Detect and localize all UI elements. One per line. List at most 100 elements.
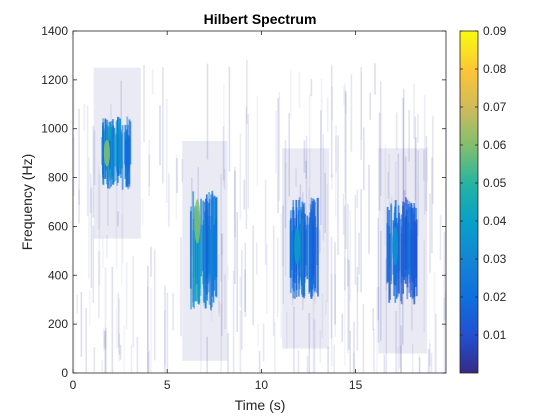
spectrum-noise-streak xyxy=(356,267,359,351)
spectrum-noise-streak xyxy=(344,83,346,193)
spectrum-noise-streak xyxy=(337,135,339,256)
spectrum-noise-streak xyxy=(312,275,315,373)
spectrum-noise-streak xyxy=(227,332,229,373)
energy-cluster-peak xyxy=(103,139,110,167)
spectrum-noise-streak xyxy=(245,106,248,230)
spectrum-noise-streak xyxy=(107,167,109,227)
spectrum-noise-streak xyxy=(288,112,290,197)
spectrum-noise-streak xyxy=(148,140,151,187)
spectrum-noise-streak xyxy=(92,125,95,218)
spectrum-noise-streak xyxy=(106,235,108,259)
spectrum-noise-streak xyxy=(362,304,365,373)
spectrum-noise-streak xyxy=(85,308,87,373)
colorbar-tick-label: 0.09 xyxy=(483,24,507,38)
y-tick-label: 1400 xyxy=(41,24,68,38)
spectrum-noise-streak xyxy=(400,345,402,373)
energy-streak xyxy=(306,215,309,280)
spectrum-noise-streak xyxy=(175,154,178,221)
spectrum-noise-streak xyxy=(395,311,397,373)
spectrum-noise-streak xyxy=(387,171,389,199)
spectrum-noise-streak xyxy=(221,233,223,255)
colorbar-tick-label: 0.08 xyxy=(483,62,507,76)
spectrum-noise-streak xyxy=(414,116,417,201)
spectrum-noise-streak xyxy=(123,325,126,373)
spectrum-noise-streak xyxy=(90,187,93,288)
spectrum-noise-streak xyxy=(360,72,363,140)
spectrum-noise-streak xyxy=(435,313,437,373)
spectrum-noise-streak xyxy=(353,352,355,373)
energy-streak xyxy=(315,227,318,293)
spectrum-noise-streak xyxy=(298,72,301,108)
spectrum-noise-streak xyxy=(412,344,414,373)
spectrum-noise-layer xyxy=(73,60,446,373)
colorbar: 0.01 0.02 0.03 0.04 0.05 0.06 0.07 0.08 0.09 xyxy=(459,24,507,374)
spectrum-noise-streak xyxy=(397,347,399,373)
spectrum-noise-streak xyxy=(148,350,150,373)
y-tick-label: 600 xyxy=(48,219,68,233)
spectrum-noise-streak xyxy=(166,292,169,373)
colorbar-tick-label: 0.05 xyxy=(483,176,507,190)
spectrum-noise-streak xyxy=(76,294,78,314)
spectrum-noise-streak xyxy=(151,68,154,95)
spectrum-noise-streak xyxy=(97,166,100,230)
spectrum-noise-streak xyxy=(313,319,316,373)
spectrum-noise-streak xyxy=(356,276,359,293)
energy-cluster-4 xyxy=(378,148,428,354)
spectrum-noise-streak xyxy=(429,343,431,367)
spectrum-noise-streak xyxy=(222,126,225,181)
spectrum-noise-streak xyxy=(73,79,75,127)
spectrum-noise-streak xyxy=(234,166,236,237)
spectrum-noise-streak xyxy=(358,232,360,275)
spectrum-noise-streak xyxy=(73,137,75,196)
y-axis-label: Frequency (Hz) xyxy=(19,154,35,250)
energy-streak xyxy=(390,204,393,285)
spectrum-noise-streak xyxy=(430,353,433,373)
spectrum-noise-streak xyxy=(415,137,417,225)
spectrum-noise-streak xyxy=(402,88,405,201)
energy-streak xyxy=(208,229,210,293)
spectrum-noise-streak xyxy=(286,311,288,350)
spectrum-noise-streak xyxy=(244,269,246,312)
spectrum-noise-streak xyxy=(348,259,350,350)
colorbar-tick-label: 0.01 xyxy=(483,328,507,342)
colorbar-tick-label: 0.02 xyxy=(483,290,507,304)
spectrum-noise-streak xyxy=(118,333,121,355)
energy-streak xyxy=(125,140,127,168)
spectrum-noise-streak xyxy=(308,94,311,211)
spectrum-noise-streak xyxy=(423,149,425,181)
spectrum-noise-streak xyxy=(282,205,284,267)
energy-streak xyxy=(112,137,115,185)
spectrum-noise-streak xyxy=(333,344,335,373)
spectrum-noise-streak xyxy=(103,330,106,349)
spectrum-noise-streak xyxy=(83,104,86,131)
spectrum-noise-streak xyxy=(322,134,325,241)
energy-streak xyxy=(193,220,196,295)
spectrum-noise-streak xyxy=(368,164,370,254)
spectrum-noise-streak xyxy=(93,347,96,373)
spectrum-noise-streak xyxy=(344,256,346,366)
energy-streak xyxy=(407,208,410,275)
spectrum-noise-streak xyxy=(390,196,393,212)
spectrum-noise-streak xyxy=(136,336,139,373)
spectrum-noise-streak xyxy=(121,214,123,286)
spectrum-noise-streak xyxy=(284,163,287,276)
spectrum-noise-streak xyxy=(142,199,144,225)
spectrum-noise-streak xyxy=(397,153,400,224)
energy-streak xyxy=(127,124,129,187)
energy-streak xyxy=(402,205,404,294)
spectrum-noise-streak xyxy=(181,158,184,183)
spectrum-noise-streak xyxy=(345,198,347,249)
spectrum-noise-streak xyxy=(239,310,242,373)
spectrum-noise-streak xyxy=(374,63,376,95)
spectrum-noise-streak xyxy=(423,239,426,333)
spectrum-noise-streak xyxy=(373,328,375,373)
energy-streak xyxy=(397,222,400,274)
spectrum-noise-streak xyxy=(372,308,374,331)
energy-streak xyxy=(387,225,390,283)
spectrum-noise-streak xyxy=(191,272,193,295)
spectrum-noise-streak xyxy=(423,95,426,215)
spectrum-noise-streak xyxy=(428,338,431,373)
spectrum-noise-streak xyxy=(111,266,114,373)
spectrum-noise-streak xyxy=(385,259,387,291)
spectrum-noise-streak xyxy=(102,236,104,269)
